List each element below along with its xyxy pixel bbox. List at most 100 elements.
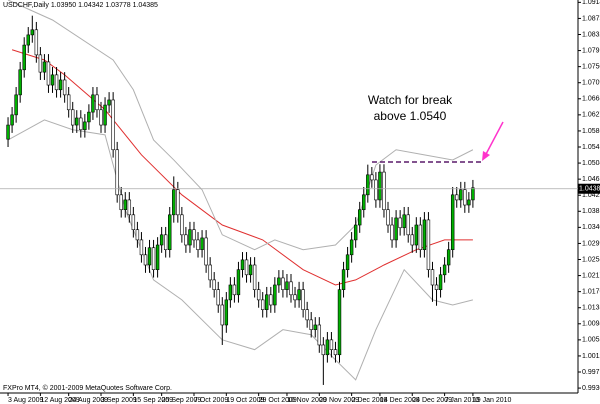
x-tick-label: 24 Aug 2009 bbox=[69, 397, 108, 404]
footer: FXPro MT4, © 2001-2009 MetaQuotes Softwa… bbox=[3, 384, 172, 392]
x-tick-label: 10 Nov 2009 bbox=[287, 397, 327, 404]
candle-body bbox=[378, 171, 382, 201]
candle-body bbox=[333, 349, 338, 356]
candle-body bbox=[184, 234, 188, 246]
annotation: above 1.0540 bbox=[374, 109, 447, 123]
candle-body bbox=[50, 74, 55, 86]
candle-body bbox=[463, 189, 467, 206]
candle-body bbox=[147, 247, 152, 266]
candle-body bbox=[244, 259, 249, 276]
candle-body bbox=[382, 171, 386, 211]
candle-body bbox=[289, 281, 293, 296]
candle-body bbox=[159, 234, 164, 246]
candle-body bbox=[54, 74, 59, 91]
candle-body bbox=[172, 189, 176, 216]
candle-body bbox=[277, 277, 281, 286]
candle-body bbox=[434, 284, 439, 290]
candle-body bbox=[220, 304, 224, 326]
candle-body bbox=[62, 79, 67, 96]
y-tick-label: 1.02170 bbox=[582, 272, 600, 279]
indicators bbox=[7, 0, 474, 381]
candle-body bbox=[248, 264, 253, 276]
candle-body bbox=[6, 124, 10, 140]
y-tick-label: 1.01760 bbox=[582, 288, 600, 295]
candle-body bbox=[281, 277, 285, 290]
candle-body bbox=[402, 214, 406, 229]
candle-body bbox=[38, 54, 43, 73]
x-tick-label: 20 Nov 2009 bbox=[319, 397, 359, 404]
y-tick-label: 1.04220 bbox=[582, 192, 600, 199]
candle-body bbox=[459, 189, 463, 201]
x-tick-label: 29 Oct 2009 bbox=[259, 397, 297, 404]
candle-body bbox=[163, 234, 168, 251]
candle-body bbox=[269, 294, 273, 306]
candle-body bbox=[107, 99, 111, 106]
y-tick-label: 1.07090 bbox=[582, 80, 600, 87]
candle-body bbox=[422, 219, 427, 251]
x-tick-label: 2 Dec 2009 bbox=[352, 397, 388, 404]
candle-body bbox=[467, 199, 471, 206]
y-tick-label: 1.00940 bbox=[582, 321, 600, 328]
y-tick-label: 1.08730 bbox=[582, 15, 600, 22]
candle-body bbox=[119, 194, 123, 211]
candle-body bbox=[10, 114, 14, 126]
candle-body bbox=[204, 237, 208, 266]
candle-body bbox=[260, 299, 265, 310]
candle-body bbox=[353, 224, 358, 241]
candle-body bbox=[46, 61, 51, 86]
candle-body bbox=[34, 29, 39, 56]
candle-body bbox=[135, 229, 140, 241]
y-tick-label: 1.00120 bbox=[582, 353, 600, 360]
candle-body bbox=[273, 284, 277, 306]
candle-body bbox=[426, 219, 431, 270]
y-tick-label: 0.99710 bbox=[582, 369, 600, 376]
indicator-line bbox=[7, 0, 474, 251]
candle-body bbox=[87, 111, 91, 123]
x-tick-label: 3 Sep 2009 bbox=[101, 397, 137, 404]
y-tick-label: 1.07500 bbox=[582, 63, 600, 70]
candle-body bbox=[394, 217, 398, 241]
x-tick-label: 24 Dec 2009 bbox=[412, 397, 452, 404]
candle-body bbox=[66, 94, 71, 111]
candle-body bbox=[216, 289, 220, 306]
y-tick-label: 0.99300 bbox=[582, 385, 600, 392]
candle-body bbox=[22, 44, 26, 71]
y-tick-label: 1.06270 bbox=[582, 112, 600, 119]
y-tick-label: 1.09140 bbox=[582, 0, 600, 6]
candle-body bbox=[325, 339, 330, 356]
candle-body bbox=[349, 239, 354, 256]
candle-body bbox=[386, 209, 390, 226]
candle-body bbox=[83, 121, 87, 131]
candle-body bbox=[192, 229, 196, 241]
candle-body bbox=[390, 224, 394, 241]
candle-body bbox=[212, 279, 216, 290]
candle-body bbox=[297, 289, 301, 301]
candle-body bbox=[430, 269, 435, 286]
x-tick-label: 7 Oct 2009 bbox=[194, 397, 228, 404]
candle-body bbox=[75, 117, 79, 126]
price-box bbox=[578, 183, 600, 194]
candle-body bbox=[123, 199, 127, 211]
candle-body bbox=[224, 299, 229, 326]
candle-body bbox=[196, 239, 200, 251]
candle-body bbox=[91, 94, 95, 113]
annotation: Watch for break bbox=[368, 93, 453, 107]
candle-body bbox=[309, 319, 313, 330]
candle-body bbox=[256, 289, 261, 301]
candle-body bbox=[252, 264, 257, 290]
x-tick-label: 25 Sep 2009 bbox=[162, 397, 202, 404]
candle-body bbox=[293, 294, 297, 301]
x-tick-label: 3 Aug 2009 bbox=[8, 397, 44, 404]
candle-body bbox=[317, 324, 322, 346]
candle-body bbox=[301, 289, 305, 310]
candle-body bbox=[265, 294, 269, 310]
candle-body bbox=[313, 324, 317, 330]
candle-body bbox=[111, 99, 115, 151]
candle-body bbox=[176, 189, 180, 216]
candle-body bbox=[232, 284, 237, 296]
candle-body bbox=[337, 289, 342, 356]
candle-body bbox=[103, 104, 107, 126]
candle-body bbox=[58, 79, 63, 91]
candle-body bbox=[139, 239, 144, 256]
candle-body bbox=[14, 94, 18, 116]
